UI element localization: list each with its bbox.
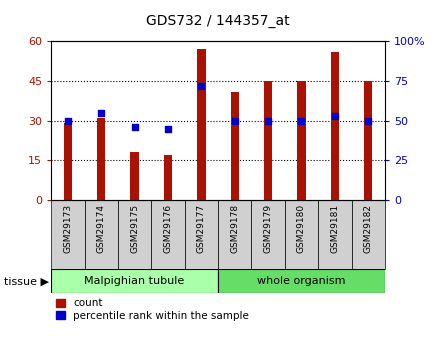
Bar xyxy=(197,49,206,200)
Text: GSM29178: GSM29178 xyxy=(230,204,239,253)
Text: GSM29173: GSM29173 xyxy=(63,204,73,253)
Text: GSM29175: GSM29175 xyxy=(130,204,139,253)
Point xyxy=(265,118,272,124)
Bar xyxy=(97,118,105,200)
Bar xyxy=(264,81,272,200)
FancyBboxPatch shape xyxy=(85,200,118,269)
Text: GSM29179: GSM29179 xyxy=(263,204,273,253)
FancyBboxPatch shape xyxy=(318,200,352,269)
Bar xyxy=(364,81,372,200)
Point xyxy=(365,118,372,124)
FancyBboxPatch shape xyxy=(285,200,318,269)
FancyBboxPatch shape xyxy=(352,200,385,269)
Text: GSM29174: GSM29174 xyxy=(97,204,106,253)
Bar xyxy=(64,124,72,200)
Bar xyxy=(130,152,139,200)
Text: GSM29180: GSM29180 xyxy=(297,204,306,253)
Text: GSM29176: GSM29176 xyxy=(163,204,173,253)
FancyBboxPatch shape xyxy=(218,269,385,293)
Bar xyxy=(231,92,239,200)
Text: GSM29181: GSM29181 xyxy=(330,204,340,253)
Point xyxy=(298,118,305,124)
Point xyxy=(65,118,72,124)
Bar xyxy=(331,52,339,200)
Point xyxy=(332,113,339,119)
FancyBboxPatch shape xyxy=(251,200,285,269)
FancyBboxPatch shape xyxy=(118,200,151,269)
Text: GSM29177: GSM29177 xyxy=(197,204,206,253)
Text: GDS732 / 144357_at: GDS732 / 144357_at xyxy=(146,13,290,28)
Legend: count, percentile rank within the sample: count, percentile rank within the sample xyxy=(57,298,249,321)
Bar xyxy=(297,81,306,200)
FancyBboxPatch shape xyxy=(51,269,218,293)
FancyBboxPatch shape xyxy=(51,200,85,269)
FancyBboxPatch shape xyxy=(185,200,218,269)
Text: Malpighian tubule: Malpighian tubule xyxy=(85,276,185,286)
Point xyxy=(131,124,138,130)
Text: GSM29182: GSM29182 xyxy=(364,204,373,253)
FancyBboxPatch shape xyxy=(151,200,185,269)
Bar xyxy=(164,155,172,200)
Text: whole organism: whole organism xyxy=(257,276,346,286)
FancyBboxPatch shape xyxy=(218,200,251,269)
Point xyxy=(98,110,105,116)
Point xyxy=(231,118,239,124)
Point xyxy=(198,83,205,89)
Text: tissue ▶: tissue ▶ xyxy=(4,276,49,286)
Point xyxy=(165,126,172,131)
